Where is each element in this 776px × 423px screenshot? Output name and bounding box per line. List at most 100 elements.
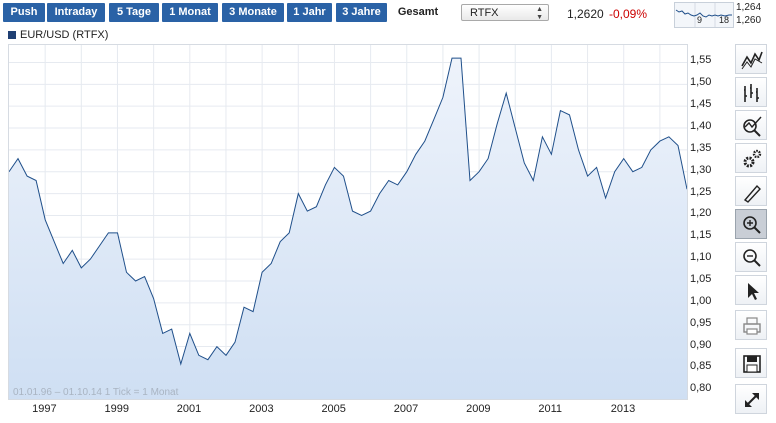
settings-button[interactable] <box>735 143 767 173</box>
toolbar: Push Intraday 5 Tage 1 Monat 3 Monate 1 … <box>0 0 776 28</box>
data-point[interactable] <box>460 57 463 60</box>
data-point[interactable] <box>125 271 128 274</box>
data-point[interactable] <box>523 162 526 165</box>
data-point[interactable] <box>577 148 580 151</box>
data-point[interactable] <box>44 218 47 221</box>
data-point[interactable] <box>604 197 607 200</box>
fullscreen-button[interactable] <box>735 384 767 414</box>
data-point[interactable] <box>405 170 408 173</box>
data-point[interactable] <box>161 332 164 335</box>
y-tick-label: 1,00 <box>690 294 712 307</box>
data-point[interactable] <box>505 92 508 95</box>
range-button-gesamt[interactable]: Gesamt <box>397 6 439 18</box>
draw-button[interactable] <box>735 176 767 206</box>
data-point[interactable] <box>98 245 101 248</box>
data-point[interactable] <box>487 157 490 160</box>
zoom-in-button[interactable] <box>735 209 767 239</box>
y-tick-label: 1,15 <box>690 229 712 242</box>
data-point[interactable] <box>496 122 499 125</box>
data-point[interactable] <box>387 179 390 182</box>
data-point[interactable] <box>478 170 481 173</box>
bar-chart-button[interactable] <box>735 77 767 107</box>
data-point[interactable] <box>351 210 354 213</box>
data-point[interactable] <box>568 113 571 116</box>
data-point[interactable] <box>215 345 218 348</box>
line-chart-button[interactable] <box>735 44 767 74</box>
data-point[interactable] <box>152 297 155 300</box>
data-point[interactable] <box>288 231 291 234</box>
range-button-push[interactable]: Push <box>3 3 45 22</box>
data-point[interactable] <box>197 354 200 357</box>
print-button[interactable] <box>735 310 767 340</box>
data-point[interactable] <box>658 140 661 143</box>
data-point[interactable] <box>514 127 517 130</box>
data-point[interactable] <box>306 210 309 213</box>
save-button[interactable] <box>735 348 767 378</box>
data-point[interactable] <box>225 354 228 357</box>
data-point[interactable] <box>360 214 363 217</box>
exchange-select[interactable]: RTFX ▲ ▼ <box>461 4 549 21</box>
data-point[interactable] <box>613 170 616 173</box>
data-point[interactable] <box>640 166 643 169</box>
data-point[interactable] <box>423 140 426 143</box>
range-button-3-jahre[interactable]: 3 Jahre <box>336 3 387 22</box>
data-point[interactable] <box>649 148 652 151</box>
range-button-3-monate[interactable]: 3 Monate <box>222 3 284 22</box>
data-point[interactable] <box>53 240 56 243</box>
range-button-intraday[interactable]: Intraday <box>47 3 105 22</box>
zoom-out-button[interactable] <box>735 242 767 272</box>
data-point[interactable] <box>35 179 38 182</box>
data-point[interactable] <box>667 135 670 138</box>
range-button-1-jahr[interactable]: 1 Jahr <box>287 3 332 22</box>
range-button-1-monat[interactable]: 1 Monat <box>162 3 218 22</box>
data-point[interactable] <box>116 231 119 234</box>
data-point[interactable] <box>270 262 273 265</box>
data-point[interactable] <box>369 210 372 213</box>
data-point[interactable] <box>297 192 300 195</box>
data-point[interactable] <box>243 306 246 309</box>
data-point[interactable] <box>134 280 137 283</box>
data-point[interactable] <box>432 118 435 121</box>
data-point[interactable] <box>143 275 146 278</box>
data-point[interactable] <box>677 144 680 147</box>
data-point[interactable] <box>451 57 454 60</box>
data-point[interactable] <box>80 266 83 269</box>
data-point[interactable] <box>179 363 182 366</box>
data-point[interactable] <box>170 328 173 331</box>
mini-chart[interactable]: 9 18 <box>674 2 734 28</box>
data-point[interactable] <box>252 310 255 313</box>
price-chart[interactable] <box>8 45 688 399</box>
data-point[interactable] <box>378 192 381 195</box>
data-point[interactable] <box>622 157 625 160</box>
data-point[interactable] <box>324 183 327 186</box>
data-point[interactable] <box>26 175 29 178</box>
data-point[interactable] <box>559 109 562 112</box>
chart-plot-area[interactable] <box>8 44 688 400</box>
data-point[interactable] <box>550 153 553 156</box>
data-point[interactable] <box>469 179 472 182</box>
data-point[interactable] <box>595 166 598 169</box>
data-point[interactable] <box>89 258 92 261</box>
data-point[interactable] <box>414 153 417 156</box>
pointer-button[interactable] <box>735 275 767 305</box>
range-button-5-tage[interactable]: 5 Tage <box>109 3 159 22</box>
data-point[interactable] <box>333 166 336 169</box>
data-point[interactable] <box>631 170 634 173</box>
data-point[interactable] <box>261 271 264 274</box>
data-point[interactable] <box>396 183 399 186</box>
data-point[interactable] <box>315 205 318 208</box>
data-point[interactable] <box>279 240 282 243</box>
data-point[interactable] <box>71 249 74 252</box>
data-point[interactable] <box>188 332 191 335</box>
data-point[interactable] <box>541 135 544 138</box>
data-point[interactable] <box>586 175 589 178</box>
data-point[interactable] <box>234 341 237 344</box>
data-point[interactable] <box>441 96 444 99</box>
indicator-button[interactable] <box>735 110 767 140</box>
data-point[interactable] <box>532 179 535 182</box>
data-point[interactable] <box>342 175 345 178</box>
data-point[interactable] <box>62 262 65 265</box>
data-point[interactable] <box>17 157 20 160</box>
data-point[interactable] <box>107 231 110 234</box>
data-point[interactable] <box>206 358 209 361</box>
